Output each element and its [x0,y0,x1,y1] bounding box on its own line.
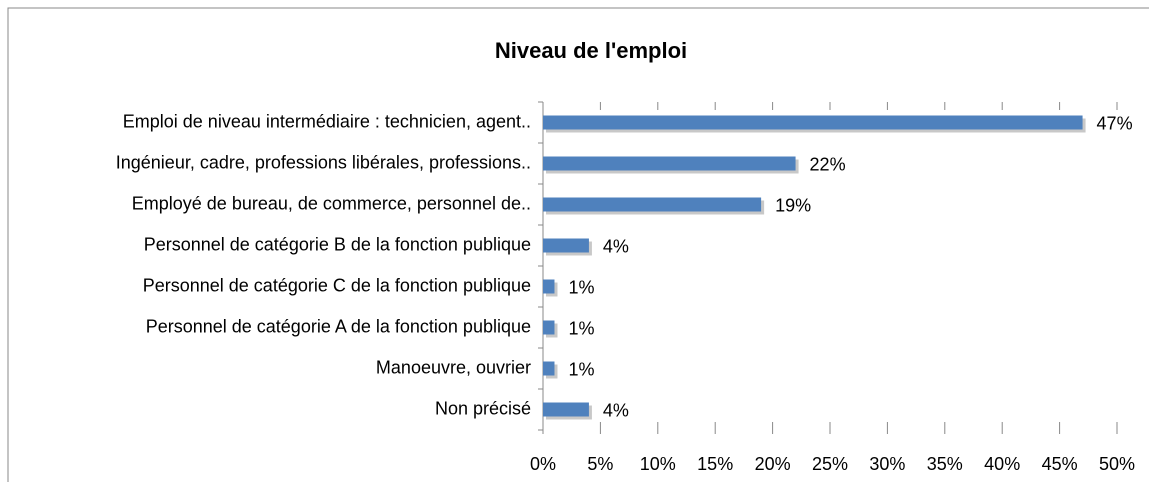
bar [543,320,555,335]
bar [543,197,762,212]
y-tick-label: Emploi de niveau intermédiaire : technic… [123,111,531,131]
y-tick-label: Personnel de catégorie B de la fonction … [144,234,531,254]
x-tick-label: 45% [1042,454,1078,474]
y-tick-label: Ingénieur, cadre, professions libérales,… [116,152,531,172]
x-tick-label: 30% [869,454,905,474]
data-label: 1% [568,318,594,338]
bar [543,402,589,417]
x-tick-label: 25% [812,454,848,474]
y-tick-label: Personnel de catégorie A de la fonction … [146,316,531,336]
data-label: 19% [775,195,811,215]
x-tick-label: 20% [755,454,791,474]
bar [543,156,796,171]
bar [543,279,555,294]
y-tick-label: Manoeuvre, ouvrier [376,357,531,377]
y-tick-label: Personnel de catégorie C de la fonction … [143,275,531,295]
data-label: 1% [568,277,594,297]
x-tick-label: 35% [927,454,963,474]
x-tick-label: 40% [984,454,1020,474]
x-tick-label: 5% [587,454,613,474]
x-tick-label: 10% [640,454,676,474]
y-tick-label: Non précisé [435,398,531,418]
data-label: 47% [1097,113,1133,133]
x-tick-label: 15% [697,454,733,474]
data-label: 1% [568,359,594,379]
chart-frame [7,7,1149,482]
x-tick-label: 50% [1099,454,1135,474]
data-label: 4% [603,236,629,256]
data-label: 4% [603,400,629,420]
bar [543,361,555,376]
bar [543,238,589,253]
chart-title: Niveau de l'emploi [495,38,687,63]
y-tick-label: Employé de bureau, de commerce, personne… [132,193,531,213]
data-label: 22% [810,154,846,174]
x-tick-label: 0% [530,454,556,474]
bar [543,115,1083,130]
